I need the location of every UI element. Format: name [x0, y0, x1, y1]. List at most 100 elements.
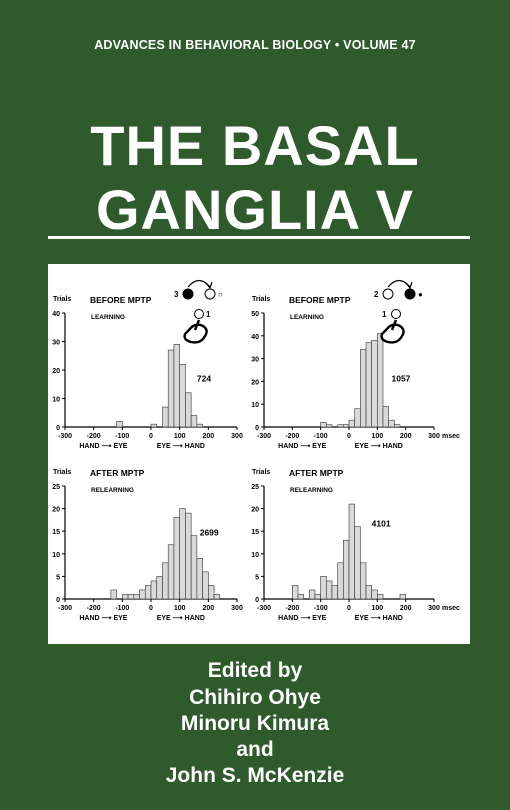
histogram-bar [116, 421, 123, 428]
histogram-bar [394, 424, 401, 428]
x-tick-label: 0 [149, 605, 153, 612]
histogram-bar [377, 594, 384, 600]
x-tick-label: -100 [314, 605, 328, 612]
inset-target-label: 3 [174, 290, 179, 299]
histogram-bar [388, 419, 395, 428]
editor-3: John S. McKenzie [165, 764, 345, 787]
histogram-bar [139, 589, 146, 600]
chart-1: 0 10 20 30 40 -300 -200 -100 0 100 200 300 Trials HAN… [52, 279, 243, 450]
arrowhead-icon [205, 281, 213, 290]
finger-icon [390, 319, 398, 331]
histogram-bar [167, 349, 175, 428]
y-tick-label: 10 [52, 397, 60, 404]
empty-target-icon [382, 288, 394, 300]
histogram-bar [162, 406, 169, 428]
x-label-right: EYE ⟶ HAND [157, 443, 205, 450]
x-label-right: EYE ⟶ HAND [355, 443, 403, 450]
histogram-bar [122, 594, 129, 600]
x-tick-label: -200 [87, 433, 101, 440]
x-label-left: HAND ⟶ EYE [79, 443, 127, 450]
y-tick-label: 10 [251, 402, 259, 409]
histogram-bar [173, 517, 180, 600]
trial-count-annotation: 1057 [392, 373, 411, 383]
y-tick-label: 20 [251, 379, 259, 386]
histogram-bar [365, 342, 372, 428]
hand-icon [183, 323, 208, 344]
y-axis-label: Trials [252, 469, 270, 476]
x-tick-label: -200 [285, 605, 299, 612]
x-tick-label: -300 [257, 433, 271, 440]
y-tick-label: 5 [56, 574, 60, 581]
y-tick-label: 20 [52, 507, 60, 514]
y-axis-label: Trials [53, 296, 71, 303]
y-tick-label: 30 [52, 340, 60, 347]
y-tick-label: 0 [255, 597, 259, 604]
start-key-icon [194, 309, 204, 319]
y-tick-label: 0 [56, 425, 60, 432]
chart-subtitle: RELEARNING [290, 487, 333, 494]
title-rule [48, 236, 470, 239]
x-tick-label: 300 [428, 433, 440, 440]
y-tick-label: 15 [52, 529, 60, 536]
x-label-left: HAND ⟶ EYE [79, 615, 127, 622]
figure-panel: 0 10 20 30 40 -300 -200 -100 0 100 200 300 Trials HAN… [48, 264, 470, 644]
y-tick-label: 5 [255, 574, 259, 581]
conjunction: and [236, 738, 274, 761]
y-tick-label: 40 [52, 311, 60, 318]
finger-icon [193, 319, 201, 331]
histogram-bar [343, 424, 350, 428]
x-tick-label: 100 [371, 605, 383, 612]
inset-target-label: 2 [374, 290, 379, 299]
chart-subtitle: RELEARNING [91, 487, 134, 494]
trial-count-annotation: 4101 [372, 519, 391, 529]
x-tick-label: -100 [314, 433, 328, 440]
arrowhead-icon [405, 281, 413, 290]
x-tick-label: -300 [58, 433, 72, 440]
start-key-label: 1 [206, 310, 211, 319]
x-tick-label: 100 [371, 433, 383, 440]
editor-2: Minoru Kimura [180, 712, 330, 735]
trial-count-annotation: 2699 [200, 528, 219, 538]
x-tick-label: 200 [400, 433, 412, 440]
histogram-bar [173, 344, 180, 428]
chart-title: BEFORE MPTP [289, 295, 351, 305]
histogram-bar [208, 585, 215, 600]
chart-title: BEFORE MPTP [90, 295, 152, 305]
histogram-bar [382, 406, 389, 428]
histogram-bar [309, 589, 316, 600]
histogram-bar [348, 503, 355, 600]
y-axis-label: Trials [252, 296, 270, 303]
start-key-icon [391, 309, 401, 319]
histogram-bar [144, 585, 152, 600]
x-tick-label: 200 [400, 605, 412, 612]
y-tick-label: 40 [251, 334, 259, 341]
histogram-bar [150, 580, 158, 600]
histogram-bar [110, 589, 117, 600]
histogram-bar [320, 576, 327, 600]
editor-1: Chihiro Ohye [189, 686, 321, 709]
x-tick-label: -200 [285, 433, 299, 440]
hand-icon [380, 323, 405, 344]
histogram-bar [337, 424, 344, 428]
histogram-bar [314, 594, 321, 600]
histogram-bar [371, 340, 378, 428]
y-tick-label: 0 [56, 597, 60, 604]
x-tick-label: -300 [58, 605, 72, 612]
histogram-bar [196, 423, 203, 428]
chart-title: AFTER MPTP [90, 468, 145, 478]
chart-2: 0 10 20 30 40 50 -300 -200 -100 0 100 200 300 Trials H… [251, 279, 460, 450]
histogram-bar [213, 594, 221, 600]
histogram-bar [348, 419, 355, 428]
histogram-bar [150, 423, 158, 428]
x-tick-label: -200 [87, 605, 101, 612]
start-key-label: 1 [382, 310, 387, 319]
chart-subtitle: LEARNING [91, 314, 125, 321]
histogram-bar [185, 392, 192, 428]
histogram-bar [365, 585, 372, 600]
x-tick-label: 100 [174, 433, 186, 440]
y-tick-label: 25 [52, 484, 60, 491]
x-tick-label: 200 [202, 433, 214, 440]
histogram-bar [202, 571, 209, 600]
